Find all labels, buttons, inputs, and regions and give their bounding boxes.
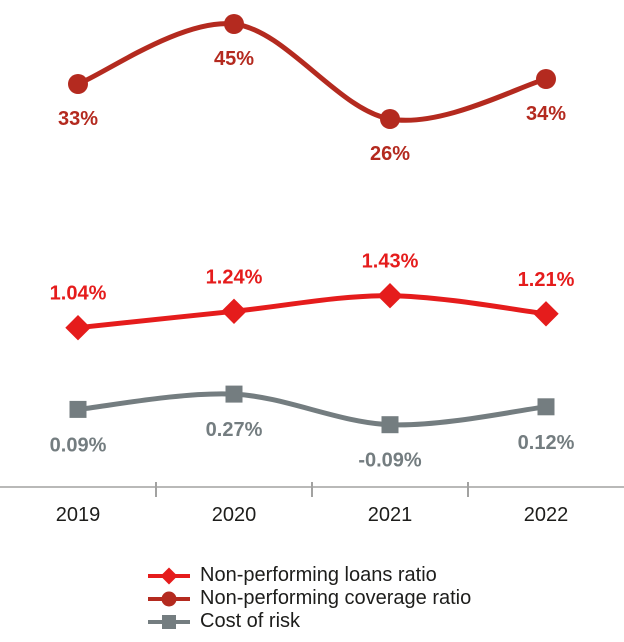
x-axis-year-label: 2019 — [56, 504, 101, 526]
legend-label-coverage-ratio: Non-performing coverage ratio — [200, 587, 472, 609]
data-point — [68, 74, 88, 94]
data-point — [65, 315, 91, 341]
value-label: 0.12% — [518, 432, 575, 454]
value-label: 1.43% — [362, 251, 419, 273]
data-point — [533, 301, 559, 327]
data-point — [380, 109, 400, 129]
value-label: 45% — [214, 48, 254, 70]
data-point — [536, 69, 556, 89]
value-label: 33% — [58, 108, 98, 130]
legend-label-cost-of-risk: Cost of risk — [200, 610, 301, 632]
data-point — [221, 298, 247, 324]
square-marker-icon — [148, 614, 190, 629]
data-point — [224, 14, 244, 34]
value-label: 1.24% — [206, 266, 263, 288]
diamond-marker-icon — [148, 567, 190, 584]
x-axis-year-label: 2022 — [524, 504, 569, 526]
legend: Non-performing loans ratio Non-performin… — [147, 564, 471, 633]
data-point — [537, 398, 555, 416]
data-point — [381, 416, 399, 434]
x-axis-year-label: 2020 — [212, 504, 257, 526]
circle-marker-icon — [148, 591, 190, 606]
series-line-2 — [75, 391, 549, 428]
legend-item-coverage-ratio: Non-performing coverage ratio — [147, 587, 471, 610]
value-label: -0.09% — [358, 450, 422, 472]
value-label: 1.04% — [50, 283, 107, 305]
value-label: 26% — [370, 143, 410, 165]
value-label: 0.09% — [50, 434, 107, 456]
x-axis-year-label: 2021 — [368, 504, 413, 526]
line-chart-plot: 2019 2020 2021 2022 1.04% 1.24% 1.43% 1.21% 33% 4… — [0, 14, 624, 526]
series-line-0 — [75, 293, 549, 331]
legend-item-cost-of-risk: Cost of risk — [147, 610, 471, 633]
legend-label-npl-ratio: Non-performing loans ratio — [200, 564, 437, 586]
data-point — [69, 400, 87, 418]
value-label: 34% — [526, 103, 566, 125]
series-line-1 — [75, 21, 549, 123]
value-label: 1.21% — [518, 269, 575, 291]
data-point — [225, 385, 243, 403]
value-label: 0.27% — [206, 419, 263, 441]
legend-item-npl-ratio: Non-performing loans ratio — [147, 564, 471, 587]
data-point — [377, 283, 403, 309]
